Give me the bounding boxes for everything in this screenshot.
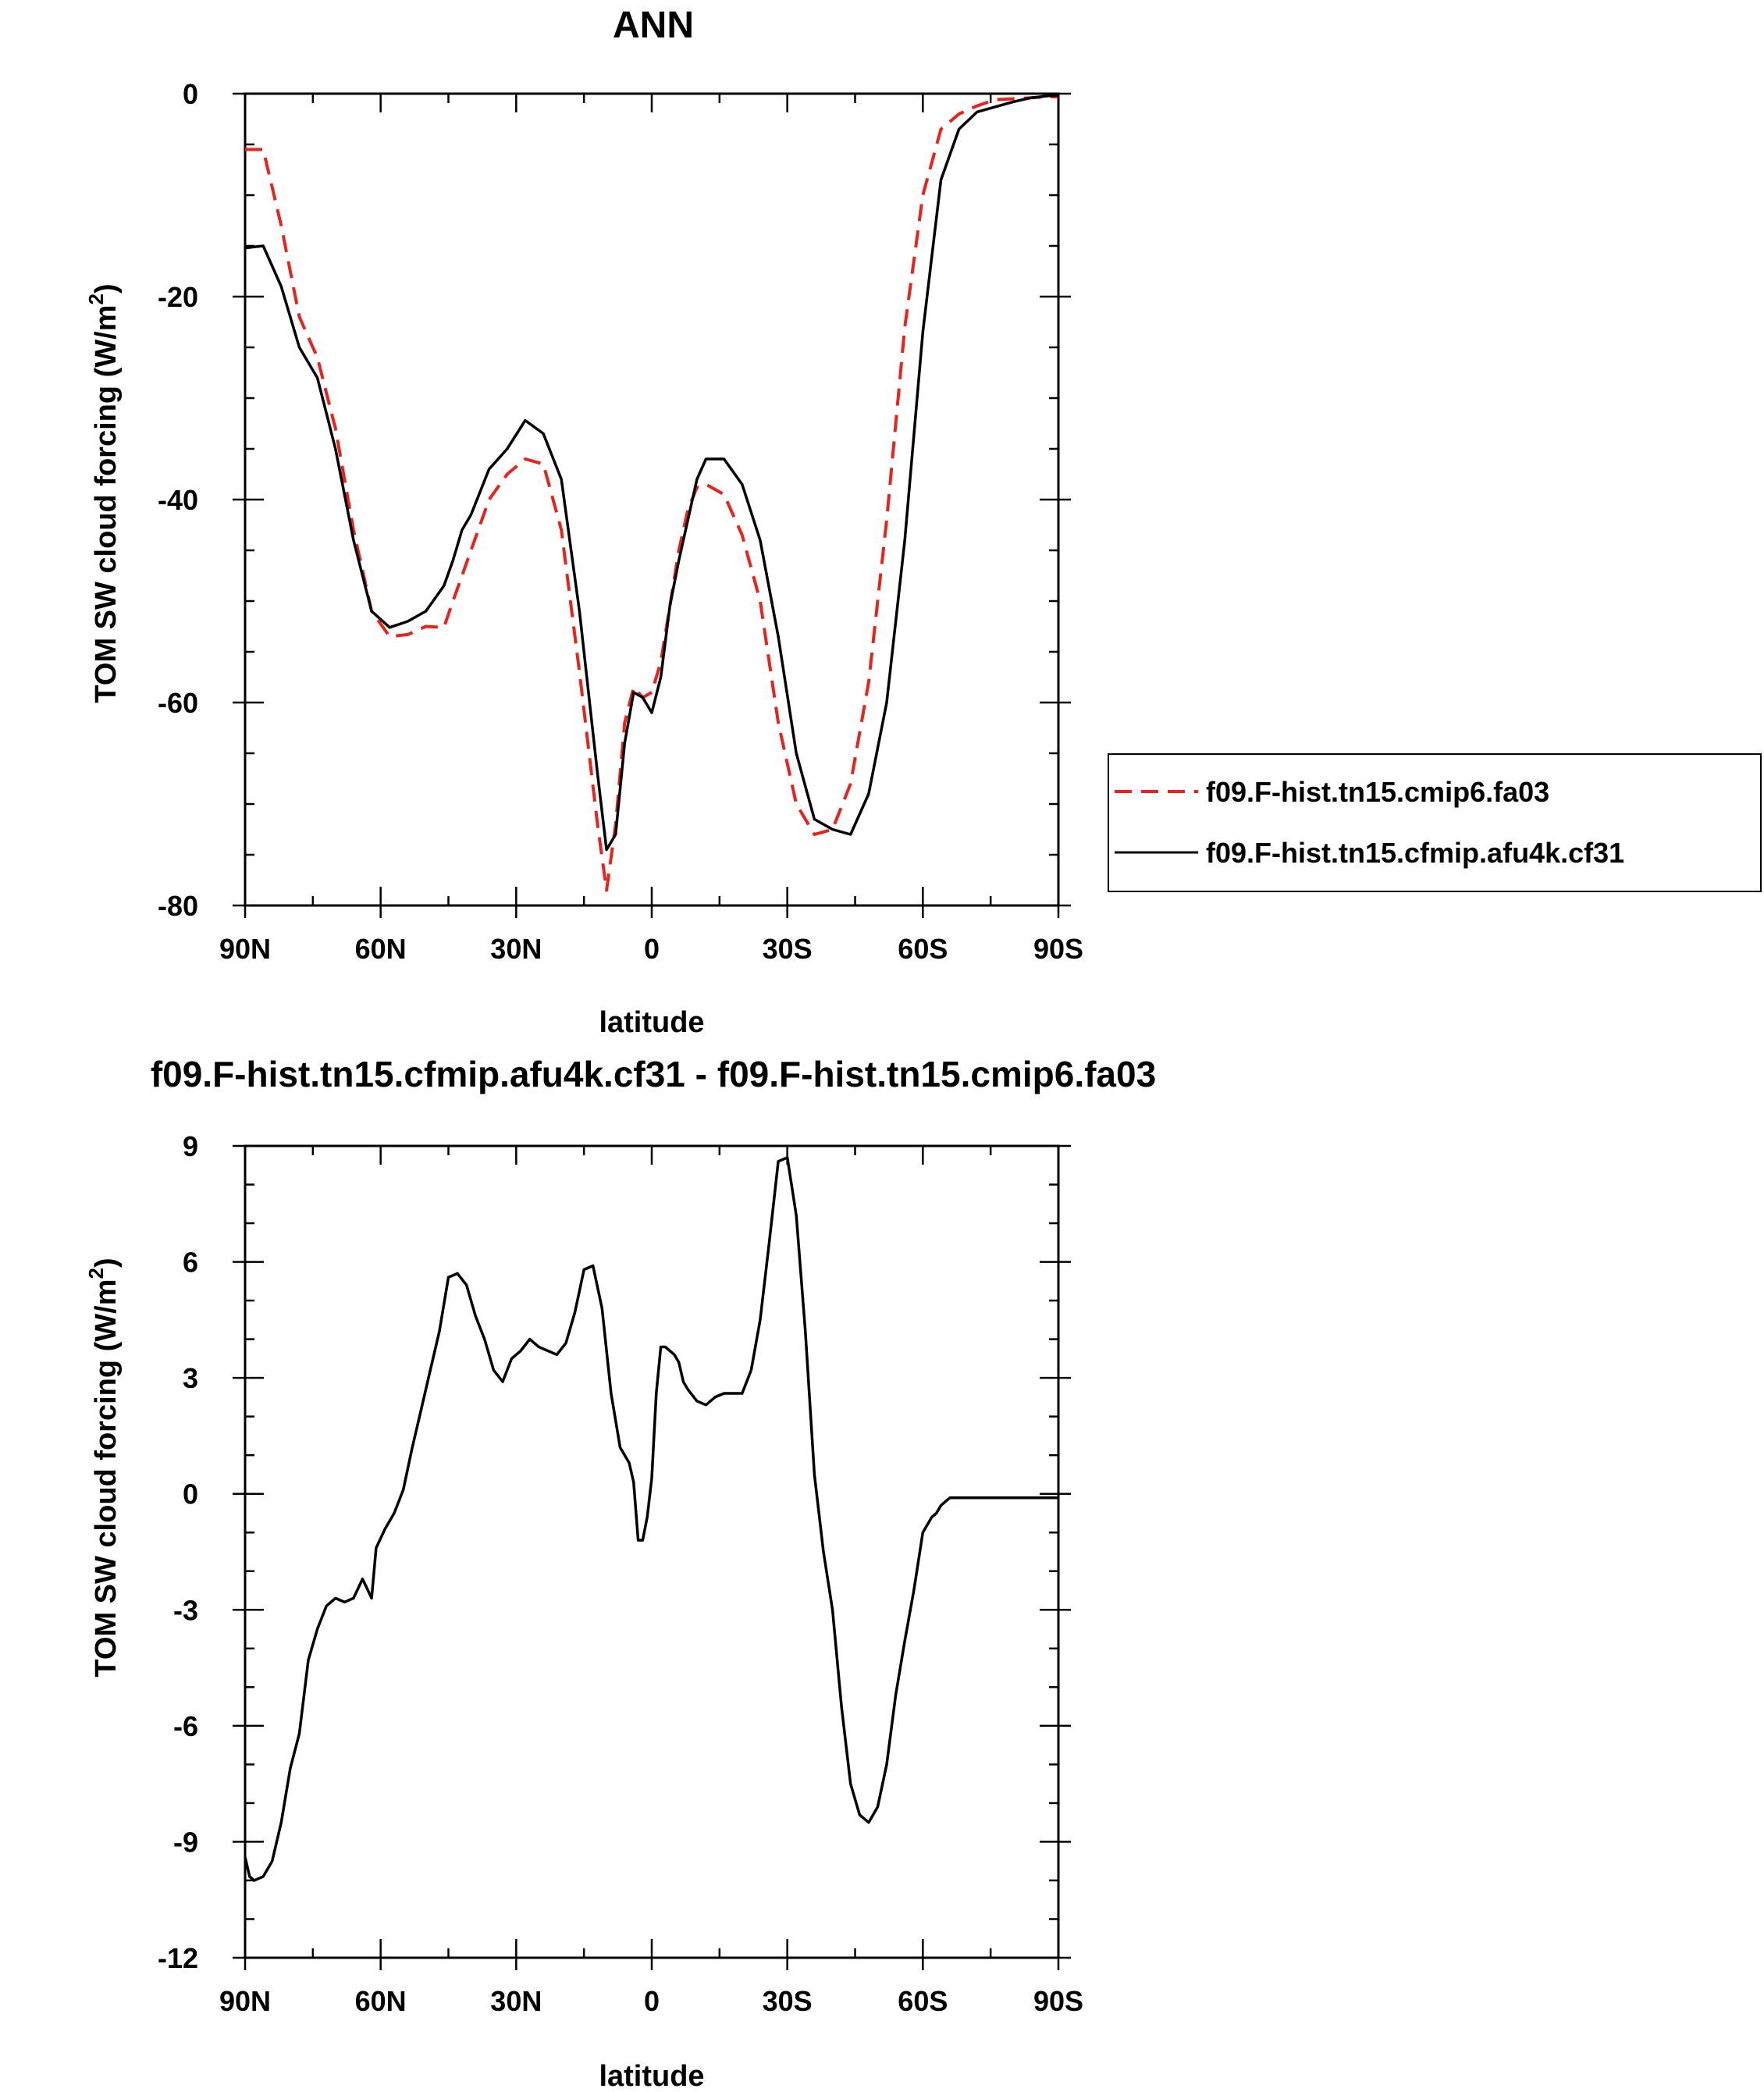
legend-box	[1108, 753, 1762, 892]
series-line-2	[244, 94, 1058, 852]
y-axis-label-close: )	[90, 283, 123, 294]
plot-area: 90N 60N 30N 0 30S 60S 90S 9 6 3 0 -3 -6 -9 -12	[158, 1130, 1083, 2017]
chart-title: ANN	[613, 5, 694, 46]
x-tick-label: 90S	[1033, 933, 1083, 965]
x-tick-label: 30N	[490, 933, 542, 965]
x-tick-label: 0	[644, 1985, 660, 2017]
y-axis-label-close: )	[90, 1258, 123, 1268]
x-axis-label: latitude	[599, 1006, 704, 1039]
y-tick-label: 0	[183, 1478, 198, 1510]
x-tick-label: 30N	[490, 1985, 542, 2017]
y-tick-label: 6	[183, 1247, 198, 1279]
y-tick-label: 9	[183, 1130, 198, 1162]
y-axis-label: TOM SW cloud forcing (W/m2)	[84, 283, 123, 703]
y-tick-label: -6	[173, 1710, 198, 1742]
series-line-1	[245, 94, 1058, 892]
y-tick-label: -80	[158, 890, 198, 922]
plot-frame	[244, 1144, 1060, 1959]
legend-label-series-1: f09.F-hist.tn15.cmip6.fa03	[1206, 776, 1549, 808]
x-tick-label: 30S	[763, 1985, 813, 2017]
y-tick-label: -9	[173, 1826, 198, 1858]
legend-label-series-2: f09.F-hist.tn15.cfmip.afu4k.cf31	[1206, 837, 1624, 869]
x-tick-label: 60N	[355, 933, 407, 965]
y-tick-label: -12	[158, 1942, 198, 1974]
x-tick-label: 0	[644, 933, 660, 965]
y-tick-label: -60	[158, 687, 198, 719]
y-tick-label: -3	[173, 1594, 198, 1626]
x-tick-label: 90S	[1033, 1985, 1083, 2017]
chart-title: f09.F-hist.tn15.cfmip.afu4k.cf31 - f09.F…	[151, 1054, 1156, 1094]
y-axis-label-text: TOM SW cloud forcing (W/m	[90, 304, 123, 703]
x-tick-label: 60S	[898, 933, 948, 965]
y-axis-label: TOM SW cloud forcing (W/m2)	[84, 1258, 123, 1677]
y-tick-label: 0	[183, 78, 198, 110]
chart-panel-annual: ANN TOM SW cloud forcing (W/m2) latitude…	[84, 5, 1762, 1039]
x-tick-label: 60S	[898, 1985, 948, 2017]
y-tick-label: -20	[158, 281, 198, 313]
legend: f09.F-hist.tn15.cmip6.fa03 f09.F-hist.tn…	[1108, 753, 1762, 892]
y-axis-label-superscript: 2	[84, 1268, 108, 1279]
x-tick-label: 90N	[219, 1985, 271, 2017]
y-tick-label: -40	[158, 484, 198, 516]
plot-area: 90N 60N 30N 0 30S 60S 90S 0 -20 -40 -60 -80	[158, 78, 1083, 965]
chart-panel-difference: f09.F-hist.tn15.cfmip.afu4k.cf31 - f09.F…	[84, 1054, 1156, 2092]
y-tick-label: 3	[183, 1362, 198, 1394]
y-axis-label-superscript: 2	[84, 294, 108, 304]
series-line-1	[244, 1156, 1058, 1882]
x-tick-label: 90N	[219, 933, 271, 965]
x-tick-label: 60N	[355, 1985, 407, 2017]
x-axis-label: latitude	[599, 2060, 704, 2092]
x-tick-label: 30S	[763, 933, 813, 965]
y-axis-label-text: TOM SW cloud forcing (W/m	[90, 1279, 123, 1677]
